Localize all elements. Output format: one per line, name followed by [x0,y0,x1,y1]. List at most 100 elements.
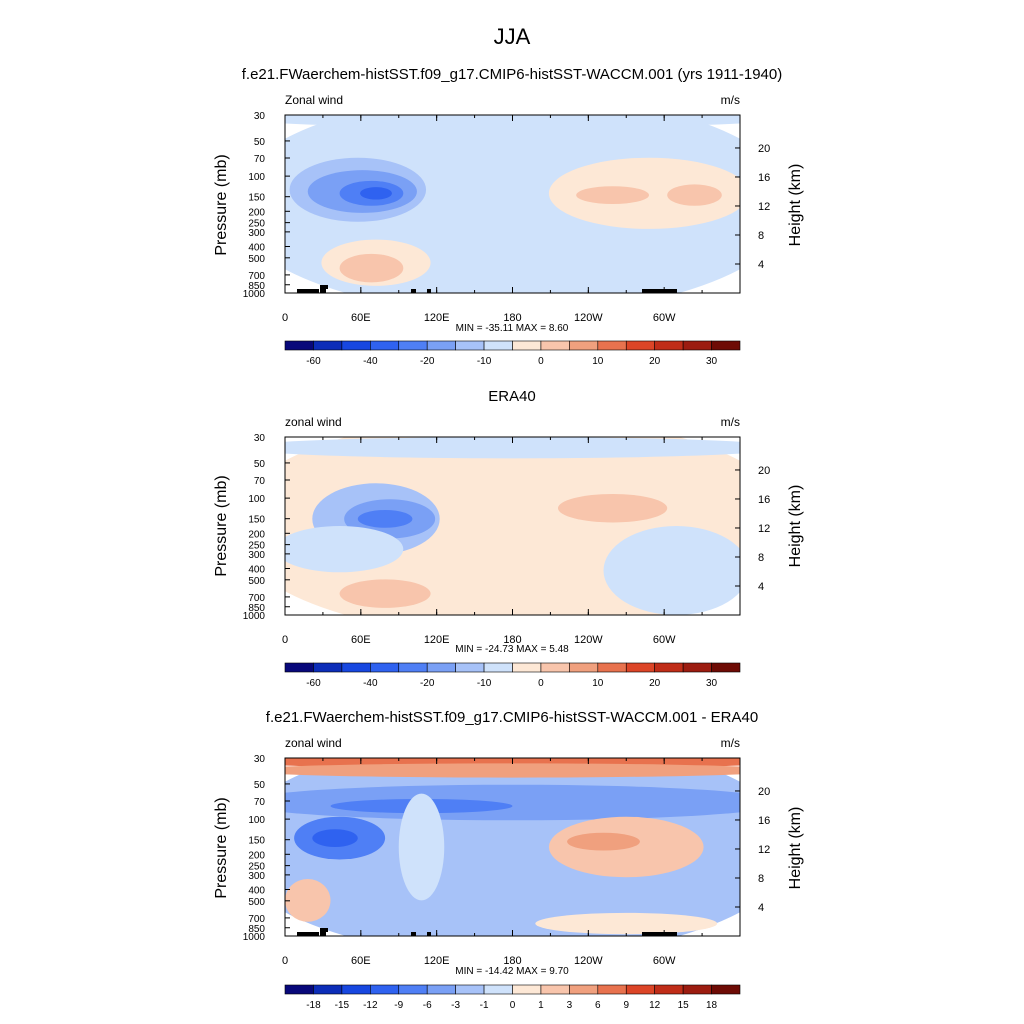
contour-level [285,879,331,922]
colorbar: -60 -40 -20 -10 0 10 20 30 [284,662,741,689]
y-tick-label: 1000 [243,611,266,622]
contour-level [558,493,668,523]
colorbar-swatch [370,984,400,995]
x-tick-label: 0 [282,955,288,967]
colorbar-label: 20 [649,356,661,367]
y2-axis-label: Height (km) [787,807,804,890]
contour-level [285,526,404,573]
colorbar-swatch [313,340,343,351]
panel-title: f.e21.FWaerchem-histSST.f09_g17.CMIP6-hi… [266,709,758,726]
colorbar-swatch [398,340,428,351]
colorbar-label: -40 [363,678,378,689]
colorbar-swatch [284,662,314,673]
x-tick-label: 60E [351,634,371,646]
stats-label: MIN = -24.73 MAX = 5.48 [455,644,569,655]
contour-level [667,184,722,206]
y-tick-label: 70 [254,797,266,808]
field-layers [285,437,740,615]
colorbar-swatch [569,662,599,673]
variable-label: zonal wind [285,736,342,750]
y-tick-label: 30 [254,433,266,444]
colorbar-swatch [370,340,400,351]
colorbar-label: -10 [477,678,492,689]
colorbar-label: -40 [363,356,378,367]
y-tick-label: 250 [248,862,265,873]
colorbar-label: -20 [420,678,435,689]
colorbar-label: 0 [510,1000,516,1011]
y-tick-label: 500 [248,897,265,908]
y-tick-label: 500 [248,254,265,265]
colorbar-swatch [398,984,428,995]
y2-tick-label: 20 [758,465,770,477]
y-tick-label: 700 [248,914,265,925]
panel-1: f.e21.FWaerchem-histSST.f09_g17.CMIP6-hi… [213,66,804,367]
colorbar-label: -10 [477,356,492,367]
y2-tick-label: 12 [758,201,770,213]
contour-level [285,115,740,128]
colorbar-label: 10 [592,356,604,367]
colorbar-label: 6 [595,1000,601,1011]
colorbar-swatch [540,340,570,351]
colorbar-swatch [341,340,371,351]
colorbar-swatch [284,340,314,351]
colorbar-label: 10 [592,678,604,689]
x-tick-label: 60W [653,312,676,324]
x-tick-label: 60W [653,634,676,646]
colorbar-label: -1 [480,1000,489,1011]
panel-2: ERA40 zonal wind m/s 3050701001502002503… [213,388,804,689]
y-axis-label: Pressure (mb) [213,475,230,576]
y2-tick-label: 8 [758,552,764,564]
y-axis-label: Pressure (mb) [213,797,230,898]
topography [411,932,416,936]
colorbar-swatch [512,662,542,673]
panel-title: ERA40 [488,388,536,405]
y-tick-label: 30 [254,111,266,122]
contour-level [357,509,413,528]
colorbar-swatch [597,984,627,995]
contour-level [312,829,358,847]
colorbar-label: 15 [678,1000,690,1011]
y-tick-label: 100 [248,815,265,826]
topography [297,932,319,936]
topography [642,932,677,936]
x-tick-label: 60W [653,955,676,967]
colorbar: -60 -40 -20 -10 0 10 20 30 [284,340,741,367]
stats-label: MIN = -14.42 MAX = 9.70 [455,966,569,977]
colorbar-swatch [455,984,485,995]
colorbar-label: 12 [649,1000,661,1011]
y2-tick-label: 16 [758,172,770,184]
x-tick-label: 180 [503,634,521,646]
colorbar-swatch [682,984,712,995]
y2-axis-label: Height (km) [787,485,804,568]
y2-tick-label: 4 [758,902,764,914]
colorbar-swatch [426,340,456,351]
colorbar-swatch [597,662,627,673]
colorbar-swatch [284,984,314,995]
contour-level [285,784,740,821]
colorbar-swatch [370,662,400,673]
y-tick-label: 30 [254,754,266,765]
colorbar: -18 -15 -12 -9 -6 -3 -1 0 1 3 6 9 12 15 18 [284,984,741,1011]
y-tick-label: 150 [248,193,265,204]
y-tick-label: 70 [254,476,266,487]
y2-tick-label: 12 [758,844,770,856]
x-tick-label: 120W [574,634,603,646]
y-tick-label: 400 [248,564,265,575]
colorbar-swatch [313,662,343,673]
colorbar-swatch [455,340,485,351]
contour-level [339,253,404,283]
colorbar-swatch [398,662,428,673]
y-tick-label: 700 [248,271,265,282]
variable-label: Zonal wind [285,93,343,107]
units-label: m/s [721,415,740,429]
colorbar-swatch [483,340,513,351]
colorbar-swatch [711,340,741,351]
colorbar-swatch [540,662,570,673]
colorbar-swatch [512,340,542,351]
contour-level [360,187,392,200]
panel-3: f.e21.FWaerchem-histSST.f09_g17.CMIP6-hi… [213,709,804,1011]
units-label: m/s [721,93,740,107]
y-tick-label: 200 [248,529,265,540]
